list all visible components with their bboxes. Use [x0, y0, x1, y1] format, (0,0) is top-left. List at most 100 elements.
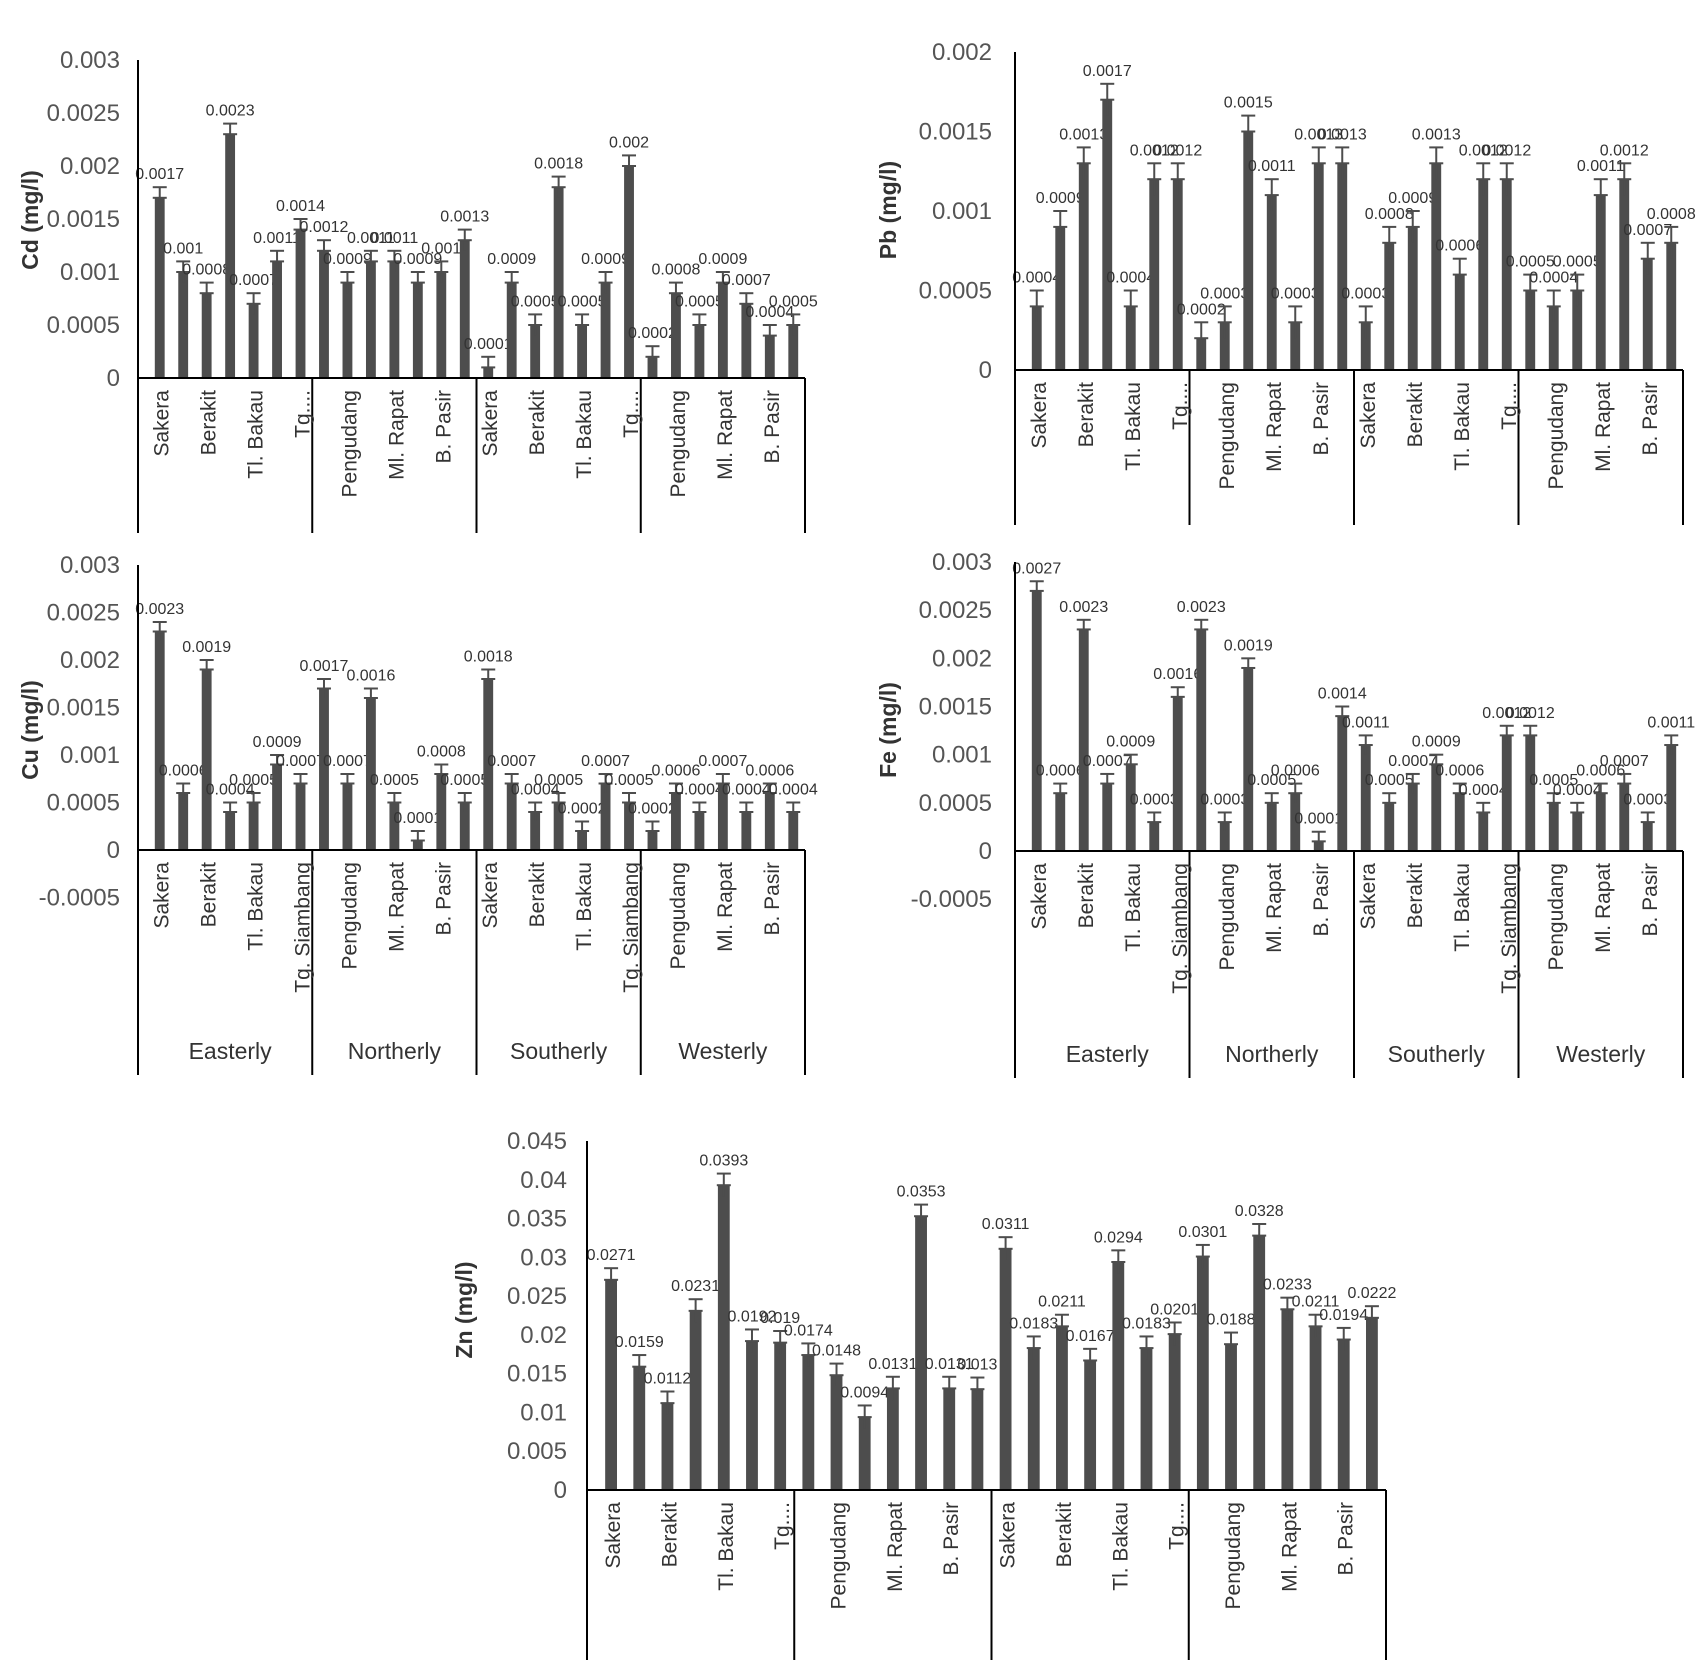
bar	[577, 325, 588, 378]
data-label: 0.0011	[1342, 714, 1390, 731]
error-bar	[387, 249, 402, 272]
y-tick-label: 0	[554, 1477, 567, 1504]
axes	[137, 60, 806, 533]
y-axis-label: Cd (mg/l)	[17, 170, 43, 270]
category-label: Tl. Bakau	[1451, 863, 1474, 952]
category-label: Sakera	[479, 862, 502, 929]
error-bar	[773, 1330, 788, 1355]
bar	[1407, 226, 1418, 370]
data-label: 0.0167	[1066, 1328, 1115, 1345]
data-label: 0.0004	[1012, 270, 1061, 287]
data-label: 0.0009	[253, 734, 302, 751]
error-bar	[668, 281, 683, 304]
data-label: 0.0005	[1553, 254, 1602, 271]
error-bar	[293, 773, 308, 793]
data-label: 0.0003	[1130, 791, 1179, 808]
data-label: 0.0004	[675, 782, 724, 799]
data-label: 0.0008	[1365, 206, 1414, 223]
y-axis-label: Zn (mg/l)	[451, 1261, 477, 1358]
data-label: 0.0005	[370, 772, 419, 789]
error-bar	[762, 782, 777, 803]
bar	[1619, 783, 1630, 851]
y-tick-label: 0.02	[520, 1322, 567, 1349]
bar	[788, 812, 799, 850]
category-label: Pengudang	[1216, 382, 1239, 489]
data-label: 0.0019	[182, 639, 231, 656]
y-tick-label: 0.002	[60, 647, 120, 674]
bar	[1196, 1256, 1209, 1490]
y-tick-label: 0.002	[932, 645, 992, 672]
error-bar	[1405, 210, 1420, 243]
error-bar	[1288, 782, 1303, 803]
y-tick-label: 0.002	[932, 39, 992, 66]
data-label: 0.0011	[1577, 158, 1625, 175]
category-label: Tg. Siambang	[292, 862, 315, 993]
data-label: 0.0005	[769, 293, 818, 310]
data-label: 0.0005	[1365, 772, 1414, 789]
bar	[506, 783, 517, 850]
y-tick-label: 0.0005	[919, 790, 992, 817]
bar	[1031, 306, 1042, 370]
bar	[1501, 179, 1512, 370]
data-label: 0.0007	[1623, 222, 1672, 239]
data-label: 0.001	[421, 240, 461, 257]
data-label: 0.0001	[393, 810, 442, 827]
category-label: Tg....	[771, 1502, 794, 1550]
data-label: 0.0023	[1059, 599, 1108, 616]
data-label: 0.002	[609, 134, 649, 151]
bar	[830, 1375, 843, 1490]
data-label: 0.0009	[323, 251, 372, 268]
error-bar	[528, 801, 543, 822]
error-bar	[942, 1375, 957, 1401]
data-label: 0.0004	[1459, 782, 1508, 799]
error-bar	[1336, 1326, 1351, 1352]
data-label: 0.0131	[868, 1356, 917, 1373]
bar	[1313, 163, 1324, 370]
y-tick-label: 0.003	[60, 552, 120, 579]
error-bar	[801, 1342, 816, 1367]
error-bar	[575, 820, 590, 841]
data-label: 0.0008	[417, 744, 466, 761]
error-bar	[387, 792, 402, 812]
y-tick-label: 0	[107, 365, 120, 392]
error-bar	[1546, 792, 1561, 813]
bar	[788, 325, 799, 378]
error-bar	[786, 801, 801, 822]
error-bar	[1123, 753, 1138, 774]
bar	[1595, 793, 1606, 851]
bar	[248, 303, 259, 378]
bar	[694, 812, 705, 850]
data-label: 0.0023	[206, 103, 255, 120]
bar	[1112, 1261, 1125, 1490]
category-label: Ml. Rapat	[1278, 1502, 1301, 1592]
bar	[1027, 1348, 1040, 1490]
bar	[689, 1310, 702, 1490]
bar	[886, 1388, 899, 1490]
error-bar	[857, 1404, 872, 1429]
error-bar	[1364, 1305, 1379, 1330]
error-bar	[551, 175, 566, 198]
data-label: 0.0005	[675, 293, 724, 310]
y-tick-label: 0	[979, 838, 992, 865]
data-label: 0.0012	[1459, 142, 1508, 159]
y-tick-label: 0.0015	[919, 119, 992, 146]
group-label: Northerly	[1225, 1041, 1319, 1067]
bar	[1149, 179, 1160, 370]
data-label: 0.0005	[558, 293, 607, 310]
error-bar	[1382, 792, 1397, 813]
error-bar	[1147, 162, 1162, 196]
data-label: 0.0008	[182, 262, 231, 279]
data-label: 0.0194	[1319, 1307, 1368, 1324]
error-bar	[660, 1390, 675, 1415]
bar	[1196, 629, 1207, 851]
data-label: 0.0005	[534, 772, 583, 789]
error-bar	[1311, 146, 1326, 180]
error-bar	[604, 1267, 619, 1292]
data-label: 0.0012	[1600, 142, 1649, 159]
data-label: 0.0393	[699, 1153, 748, 1170]
bar	[764, 793, 775, 850]
error-bar	[1382, 225, 1397, 259]
error-bar	[340, 773, 355, 793]
bar	[1548, 306, 1559, 370]
bar	[1619, 179, 1630, 370]
